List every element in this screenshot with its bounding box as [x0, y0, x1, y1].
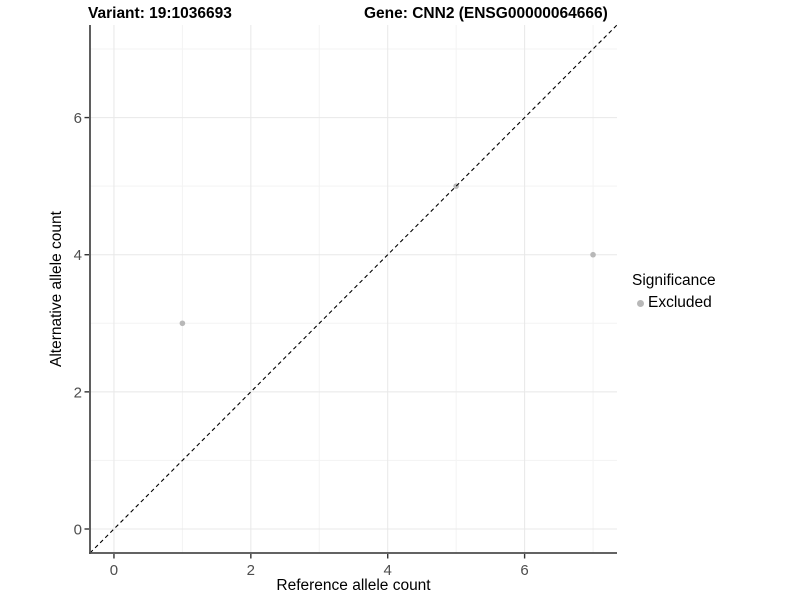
y-tick-label: 0	[74, 522, 82, 539]
plot-title-variant: Variant: 19:1036693	[88, 5, 232, 22]
legend-item-excluded: Excluded	[632, 294, 716, 312]
excluded-point-icon	[637, 299, 644, 307]
y-tick-label: 4	[74, 247, 82, 264]
legend-title: Significance	[632, 272, 716, 289]
x-tick-label: 4	[384, 562, 392, 579]
legend: Significance Excluded	[632, 272, 716, 312]
identity-reference-line	[89, 24, 618, 554]
x-tick-label: 2	[247, 562, 255, 579]
y-tick-label: 2	[74, 384, 82, 401]
data-point	[590, 251, 596, 258]
x-tick-label: 6	[520, 562, 528, 579]
y-axis-title: Alternative allele count	[48, 211, 65, 367]
y-tick-label: 6	[74, 110, 82, 127]
x-tick-label: 0	[110, 562, 118, 579]
data-point	[179, 320, 186, 327]
plot-title-gene: Gene: CNN2 (ENSG00000064666)	[364, 5, 608, 22]
x-axis-title: Reference allele count	[276, 577, 431, 594]
legend-item-label: Excluded	[648, 294, 712, 311]
